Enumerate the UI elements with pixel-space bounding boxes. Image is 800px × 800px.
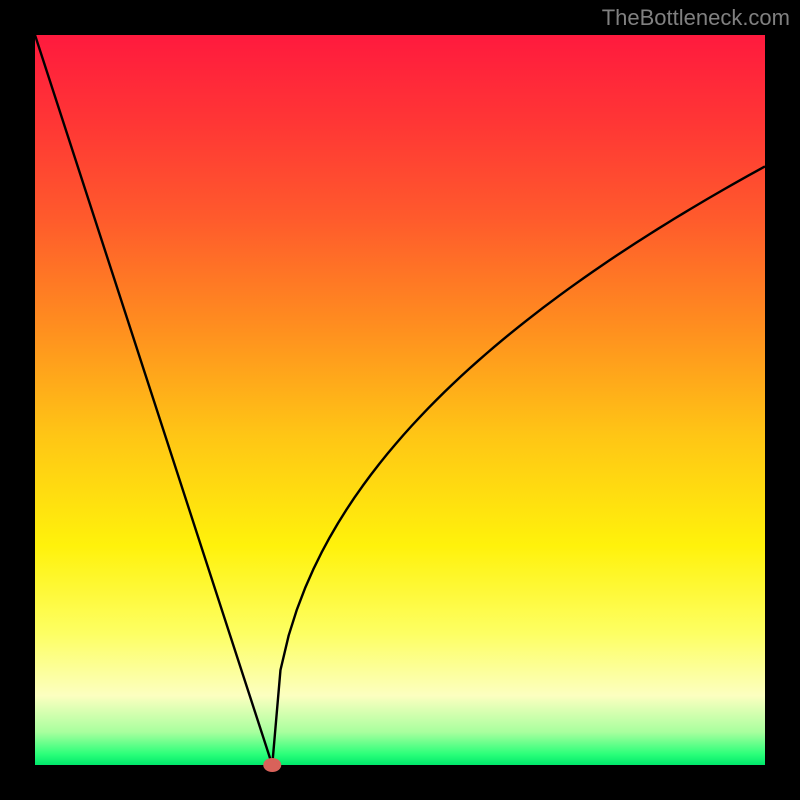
optimal-point-marker bbox=[263, 758, 281, 772]
plot-background bbox=[35, 35, 765, 765]
bottleneck-chart bbox=[0, 0, 800, 800]
